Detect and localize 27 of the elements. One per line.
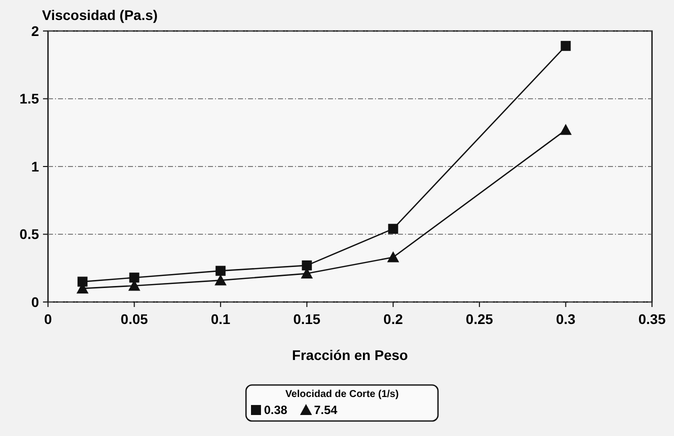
x-tick-label: 0.05: [120, 311, 148, 327]
legend-title: Velocidad de Corte (1/s): [285, 389, 399, 400]
point: [560, 40, 571, 51]
x-axis-title: Fracción en Peso: [292, 347, 408, 363]
point: [387, 251, 400, 262]
legend-label: 7.54: [314, 403, 338, 418]
point: [388, 224, 398, 234]
legend-label: 0.38: [264, 403, 288, 418]
point: [216, 266, 226, 276]
x-tick-label: 0.15: [293, 311, 321, 327]
x-tick-label: 0.1: [210, 311, 231, 327]
point: [302, 260, 312, 270]
y-tick-label: 0: [31, 294, 40, 310]
x-tick-label: 0: [44, 311, 52, 327]
point: [78, 276, 88, 287]
point: [560, 124, 572, 135]
y-tick-label: 1.5: [20, 90, 40, 107]
y-tick-label: 0.5: [20, 226, 40, 242]
point: [214, 274, 227, 286]
point: [129, 272, 140, 283]
x-tick-label: 0.25: [466, 311, 494, 327]
y-tick-label: 1: [31, 158, 40, 174]
x-tick-label: 0.2: [383, 311, 404, 327]
y-axis-title: Viscosidad (Pa.s): [42, 7, 158, 23]
y-tick-label: 2: [31, 22, 40, 39]
x-tick-label: 0.35: [638, 311, 666, 327]
x-tick-label: 0.3: [556, 311, 576, 327]
